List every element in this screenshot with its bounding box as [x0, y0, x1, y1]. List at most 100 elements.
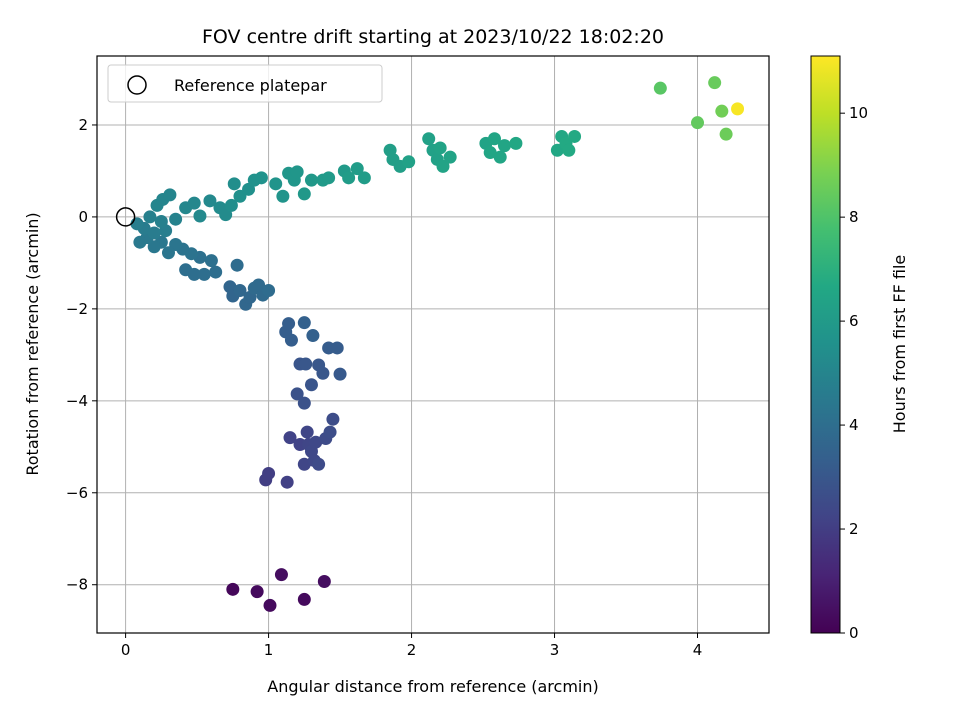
- y-tick-label: 2: [78, 116, 88, 134]
- data-point: [282, 317, 296, 331]
- data-point: [169, 212, 183, 226]
- data-point: [262, 283, 276, 297]
- data-point: [402, 155, 416, 169]
- colorbar-gradient: [810, 55, 841, 634]
- data-point: [483, 146, 497, 160]
- y-axis-label: Rotation from reference (arcmin): [23, 212, 42, 475]
- data-point: [224, 198, 238, 212]
- y-tick-label: −8: [66, 576, 88, 594]
- data-point: [304, 173, 318, 187]
- data-point: [326, 412, 340, 426]
- data-point: [297, 187, 311, 201]
- data-point: [297, 316, 311, 330]
- data-point: [252, 278, 266, 292]
- grid-lines: [97, 56, 769, 633]
- data-point: [653, 81, 667, 95]
- x-axis-ticks: 0 1 2 3 4: [121, 633, 702, 659]
- data-point: [161, 246, 175, 260]
- y-tick-label: −2: [66, 300, 88, 318]
- data-point: [317, 575, 331, 589]
- data-point: [147, 240, 161, 254]
- data-point: [263, 598, 277, 612]
- data-point: [226, 582, 240, 596]
- data-point: [179, 263, 193, 277]
- data-point: [233, 283, 247, 297]
- colorbar-tick-label: 0: [849, 624, 859, 642]
- data-point: [316, 366, 330, 380]
- x-tick-label: 2: [407, 641, 417, 659]
- data-point: [323, 425, 337, 439]
- data-point: [299, 357, 313, 371]
- y-tick-label: −6: [66, 484, 88, 502]
- x-axis-label: Angular distance from reference (arcmin): [267, 677, 598, 696]
- data-point: [297, 457, 311, 471]
- data-point: [262, 466, 276, 480]
- data-point: [284, 333, 298, 347]
- colorbar-tick-label: 8: [849, 208, 859, 226]
- data-point: [274, 568, 288, 582]
- data-point: [250, 585, 264, 599]
- data-point: [203, 194, 217, 208]
- data-point: [227, 177, 241, 191]
- legend-marker-icon: [127, 75, 147, 95]
- data-point: [357, 171, 371, 185]
- data-point: [197, 267, 211, 281]
- data-point: [322, 171, 336, 185]
- data-point: [568, 129, 582, 143]
- data-point: [443, 150, 457, 164]
- data-point: [330, 341, 344, 355]
- data-point: [509, 136, 523, 150]
- data-points: [130, 76, 745, 612]
- data-point: [147, 226, 161, 240]
- data-point: [422, 132, 436, 146]
- colorbar-tick-label: 6: [849, 312, 859, 330]
- data-point: [719, 127, 733, 141]
- data-point: [306, 329, 320, 343]
- data-point: [436, 159, 450, 173]
- data-point: [309, 435, 323, 449]
- data-point: [269, 177, 283, 191]
- data-point: [143, 210, 157, 224]
- colorbar-tick-label: 2: [849, 520, 859, 538]
- legend-box: [107, 64, 383, 103]
- data-point: [230, 258, 244, 272]
- x-tick-label: 3: [550, 641, 560, 659]
- y-tick-label: 0: [78, 208, 88, 226]
- data-point: [283, 431, 297, 445]
- colorbar-ticks: 0 2 4 6 8 10: [840, 104, 868, 642]
- data-point: [312, 457, 326, 471]
- data-point: [204, 254, 218, 268]
- data-point: [297, 592, 311, 606]
- data-point: [154, 215, 168, 229]
- data-point: [209, 265, 223, 279]
- y-axis-ticks: −8 −6 −4 −2 0 2: [66, 116, 97, 594]
- data-point: [297, 396, 311, 410]
- data-point: [715, 104, 729, 118]
- data-point: [562, 143, 576, 157]
- y-tick-label: −4: [66, 392, 88, 410]
- data-point: [133, 235, 147, 249]
- reference-point: [115, 207, 136, 227]
- data-point: [193, 209, 207, 223]
- legend: Reference platepar: [107, 64, 383, 103]
- legend-label: Reference platepar: [174, 76, 327, 95]
- colorbar-tick-label: 10: [849, 104, 868, 122]
- data-point: [731, 102, 745, 116]
- data-point: [276, 189, 290, 203]
- colorbar: 0 2 4 6 8 10 Hours from first FF file: [810, 55, 909, 642]
- data-point: [290, 165, 304, 179]
- data-point: [254, 171, 268, 185]
- data-point: [497, 139, 511, 153]
- data-point: [163, 188, 177, 202]
- data-point: [187, 196, 201, 210]
- data-point: [290, 387, 304, 401]
- data-point: [493, 150, 507, 164]
- data-point: [342, 171, 356, 185]
- x-tick-label: 0: [121, 641, 131, 659]
- data-point: [487, 132, 501, 146]
- reference-marker: [115, 207, 136, 227]
- data-point: [333, 367, 347, 381]
- colorbar-label: Hours from first FF file: [890, 255, 909, 434]
- data-point: [708, 76, 722, 90]
